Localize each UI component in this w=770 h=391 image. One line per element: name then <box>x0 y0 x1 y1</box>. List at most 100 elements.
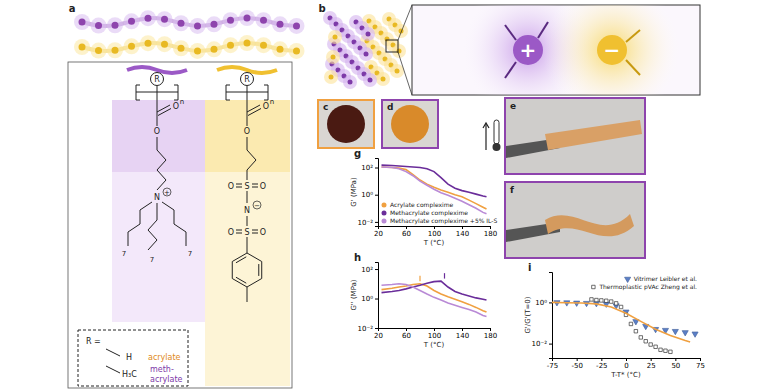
atom: O <box>154 127 160 136</box>
x-tick-mark <box>675 358 676 361</box>
bead-glow <box>239 35 255 51</box>
legend-label: Methacrylate complexime <box>390 209 468 217</box>
bond <box>247 287 248 302</box>
r-circle <box>151 73 164 86</box>
ion <box>348 80 353 85</box>
bond <box>236 187 242 188</box>
panel-label: h <box>354 252 361 263</box>
y-tick-label: 10⁻² <box>358 219 374 227</box>
series-marker <box>609 300 612 303</box>
ion-glow <box>359 47 373 61</box>
methacrylate-label: meth- <box>150 365 174 374</box>
x-tick-label: 140 <box>456 332 469 340</box>
x-tick: 60 <box>402 328 411 340</box>
bead-glow <box>256 12 272 28</box>
x-tick: 20 <box>374 328 383 340</box>
series-marker <box>595 298 598 301</box>
legend-label: Thermoplastic pVAc Zheng et al. <box>598 283 697 291</box>
panel-label: c <box>323 102 328 112</box>
bond <box>157 105 170 112</box>
legend: Acrylate compleximeMethacrylate complexi… <box>382 201 498 225</box>
y-tick-mark <box>375 168 378 169</box>
atom: N <box>154 193 160 202</box>
bead <box>178 20 185 27</box>
x-axis-title: T (°C) <box>423 239 445 247</box>
ion <box>333 35 338 40</box>
bond <box>157 137 166 190</box>
atom: O <box>228 182 234 191</box>
atom: O <box>173 102 179 111</box>
bond <box>236 184 242 185</box>
bead <box>277 21 284 28</box>
bead <box>145 15 152 22</box>
substituent <box>505 25 516 40</box>
repeat-index: n <box>180 98 184 106</box>
legend-swatch <box>625 277 631 282</box>
charge: + <box>164 189 170 197</box>
series-marker <box>639 336 642 339</box>
bond <box>252 230 258 231</box>
bead-glow <box>223 12 239 28</box>
x-tick-mark <box>406 328 407 331</box>
cation-zone <box>112 100 205 172</box>
ion-glow <box>343 75 357 89</box>
bead <box>211 21 218 28</box>
series-marker <box>659 348 662 351</box>
acrylate-label: acrylate <box>148 353 181 362</box>
ion-glow <box>376 72 390 86</box>
anion-halo <box>542 5 682 95</box>
chain-length: 7 <box>150 256 154 264</box>
y-tick-mark <box>375 195 378 196</box>
charge-circle <box>253 201 261 209</box>
bond <box>148 203 157 250</box>
series-marker <box>600 299 603 302</box>
atom: O <box>244 127 250 136</box>
bond <box>248 109 261 116</box>
panel-a: aRnOORnOON+777SOON−SOOR =HacrylateH₃Cmet… <box>68 3 305 388</box>
y-tick-mark <box>375 269 378 270</box>
methacrylate-label: acrylate <box>150 375 183 384</box>
bead-glow <box>107 42 123 58</box>
y-tick-mark <box>549 344 552 345</box>
ion <box>381 77 386 82</box>
photo-frame <box>505 98 645 174</box>
bead-glow <box>140 10 156 26</box>
x-tick-label: 25 <box>647 362 656 370</box>
ion <box>368 78 373 83</box>
bond <box>236 230 242 231</box>
bead-glow <box>289 18 305 34</box>
series-marker <box>590 298 593 301</box>
sample-strip <box>545 120 642 150</box>
x-tick-label: 20 <box>374 332 383 340</box>
bond <box>247 216 248 226</box>
series-marker <box>654 345 657 348</box>
peak-marker <box>419 276 420 281</box>
x-tick: 100 <box>428 328 441 340</box>
ion-glow <box>324 70 338 84</box>
arrow <box>485 124 486 150</box>
panel-label: a <box>69 3 76 14</box>
cation-zone <box>112 172 205 322</box>
chart-2: -75-50-25025507510⁻²10⁰iT-T* (°C)G'/G'(T… <box>524 262 705 379</box>
sample-disc <box>391 105 429 143</box>
bracket <box>136 85 140 100</box>
charge: − <box>254 202 260 210</box>
ion <box>395 69 400 74</box>
ion <box>329 75 334 80</box>
atom: O <box>263 102 269 111</box>
series-marker <box>692 332 698 337</box>
bead <box>227 17 234 24</box>
y-tick: 10² <box>361 164 378 172</box>
bond <box>236 233 242 234</box>
x-axis-title: T-T* (°C) <box>610 371 641 379</box>
y-tick-mark <box>375 328 378 329</box>
y-axis-title: G' (MPa) <box>350 177 358 207</box>
x-axis-line <box>379 329 491 332</box>
bead <box>79 19 86 26</box>
x-tick-label: 60 <box>402 230 411 238</box>
y-tick-mark <box>375 222 378 223</box>
substituent <box>626 60 640 75</box>
series-marker <box>682 331 688 336</box>
chain-length: 7 <box>188 250 192 258</box>
ring <box>232 253 261 287</box>
